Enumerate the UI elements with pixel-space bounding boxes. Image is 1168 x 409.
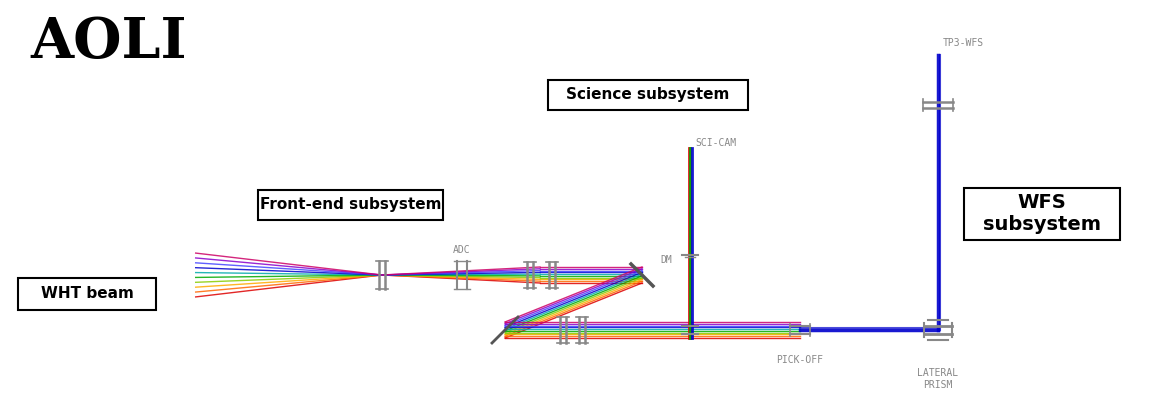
Bar [964, 188, 1120, 240]
Text: WHT beam: WHT beam [41, 286, 133, 301]
Bar [258, 190, 443, 220]
Text: LATERAL
PRISM: LATERAL PRISM [917, 368, 959, 391]
Text: AOLI: AOLI [30, 15, 187, 70]
Text: SCI-CAM: SCI-CAM [695, 138, 736, 148]
Text: TP3-WFS: TP3-WFS [943, 38, 985, 48]
Text: DM: DM [660, 255, 672, 265]
Text: Front-end subsystem: Front-end subsystem [259, 198, 442, 213]
Bar [18, 278, 157, 310]
Bar [548, 80, 748, 110]
Text: ADC: ADC [453, 245, 471, 255]
Text: Science subsystem: Science subsystem [566, 88, 730, 103]
Text: PICK-OFF: PICK-OFF [777, 355, 823, 365]
Text: WFS
subsystem: WFS subsystem [983, 193, 1101, 234]
